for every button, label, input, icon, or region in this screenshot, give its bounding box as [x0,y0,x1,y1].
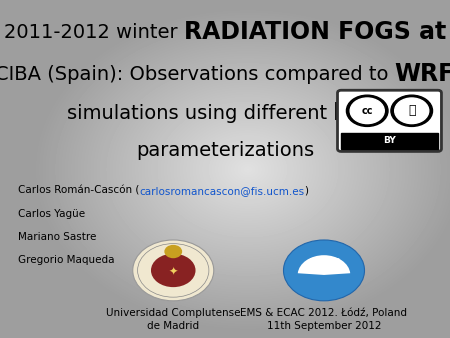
Text: RADIATION FOGS at: RADIATION FOGS at [184,20,446,44]
Text: Carlos Yagüe: Carlos Yagüe [18,209,85,219]
Text: PBL: PBL [333,101,383,125]
Text: simulations using different: simulations using different [67,104,333,123]
Circle shape [133,240,214,301]
Circle shape [350,98,384,124]
Circle shape [346,95,388,126]
Text: 2011-2012 winter: 2011-2012 winter [4,23,184,42]
Bar [341,133,438,149]
Text: Mariano Sastre: Mariano Sastre [18,232,96,242]
Circle shape [151,254,195,287]
FancyBboxPatch shape [338,90,441,151]
Text: BY: BY [383,137,396,145]
Text: cc: cc [361,106,373,116]
Circle shape [395,98,429,124]
Text: carlosromancascon@fis.ucm.es: carlosromancascon@fis.ucm.es [140,186,305,196]
Wedge shape [298,255,350,275]
Circle shape [164,245,182,258]
Text: Gregorio Maqueda: Gregorio Maqueda [18,255,114,265]
Text: ✦: ✦ [169,267,178,277]
Text: ): ) [305,186,309,196]
Text: WRF: WRF [395,62,450,87]
Text: Universidad Complutense
de Madrid: Universidad Complutense de Madrid [106,308,240,331]
Text: EMS: EMS [307,257,341,271]
Text: ⓘ: ⓘ [408,104,415,117]
Circle shape [284,240,364,301]
Circle shape [391,95,432,126]
Text: EMS & ECAC 2012. Łódź, Poland
11th September 2012: EMS & ECAC 2012. Łódź, Poland 11th Septe… [240,308,408,331]
Text: parameterizations: parameterizations [136,141,314,160]
Text: CIBA (Spain): Observations compared to: CIBA (Spain): Observations compared to [0,65,395,84]
Text: Carlos Román-Cascón (: Carlos Román-Cascón ( [18,186,140,196]
